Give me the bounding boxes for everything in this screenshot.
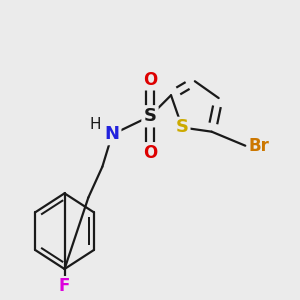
Text: N: N xyxy=(105,125,120,143)
Text: Br: Br xyxy=(248,137,269,155)
Text: F: F xyxy=(59,277,70,295)
Text: O: O xyxy=(143,144,157,162)
Text: S: S xyxy=(176,118,189,136)
Text: H: H xyxy=(90,117,101,132)
Text: S: S xyxy=(143,107,157,125)
Text: O: O xyxy=(143,71,157,89)
